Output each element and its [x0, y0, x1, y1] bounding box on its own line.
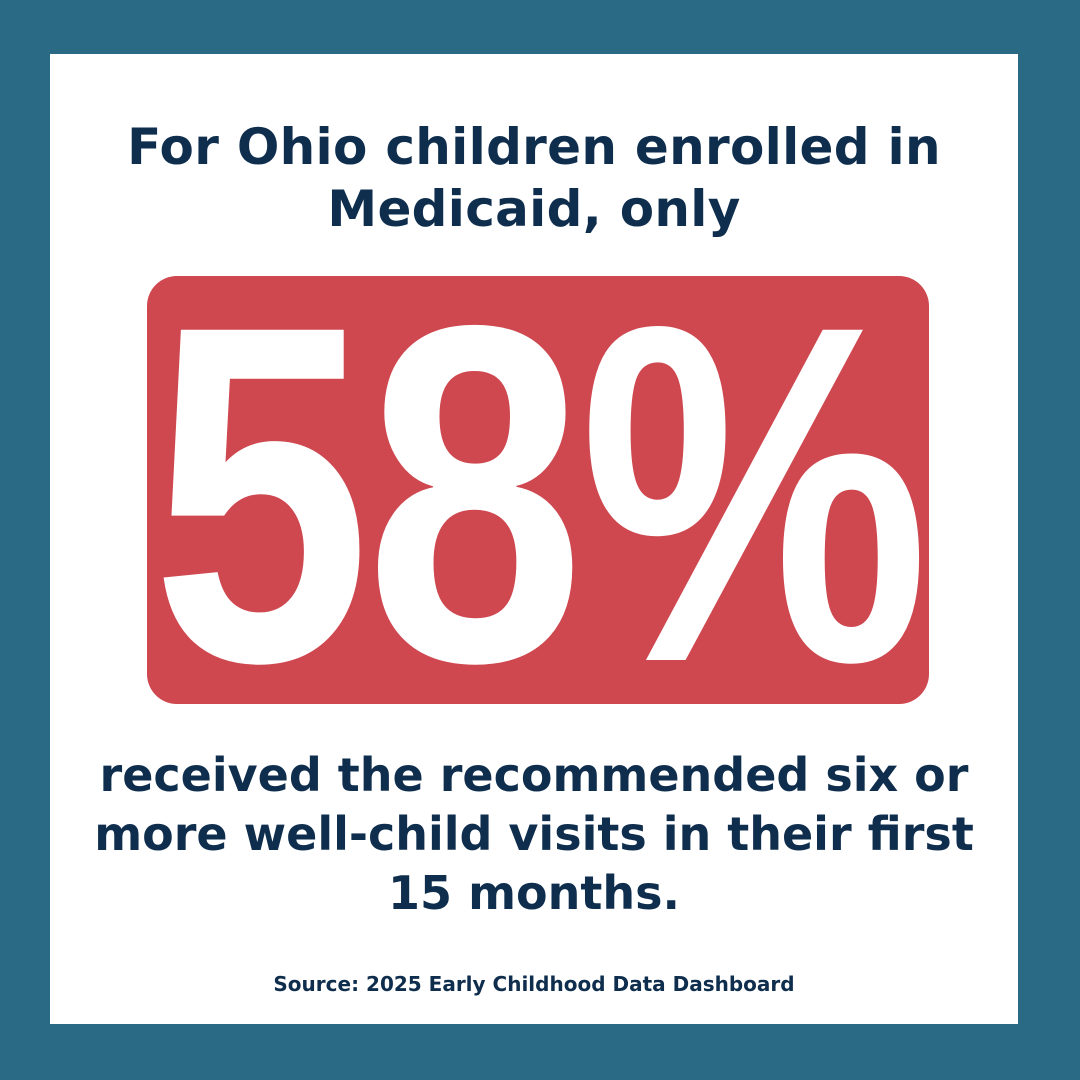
source-citation: Source: 2025 Early Childhood Data Dashbo…: [273, 972, 795, 996]
stat-value: 58%: [151, 276, 929, 704]
infographic-card: For Ohio children enrolled in Medicaid, …: [50, 54, 1018, 1024]
headline-line-1: For Ohio children enrolled in: [127, 118, 941, 176]
stat-highlight-box: 58%: [147, 276, 929, 704]
headline: For Ohio children enrolled in Medicaid, …: [50, 116, 1018, 240]
body-line-3: 15 months.: [388, 866, 680, 920]
body-text: received the recommended six or more wel…: [50, 746, 1018, 923]
body-line-1: received the recommended six or: [99, 748, 969, 802]
headline-line-2: Medicaid, only: [327, 180, 741, 238]
body-line-2: more well-child visits in their first: [94, 807, 974, 861]
